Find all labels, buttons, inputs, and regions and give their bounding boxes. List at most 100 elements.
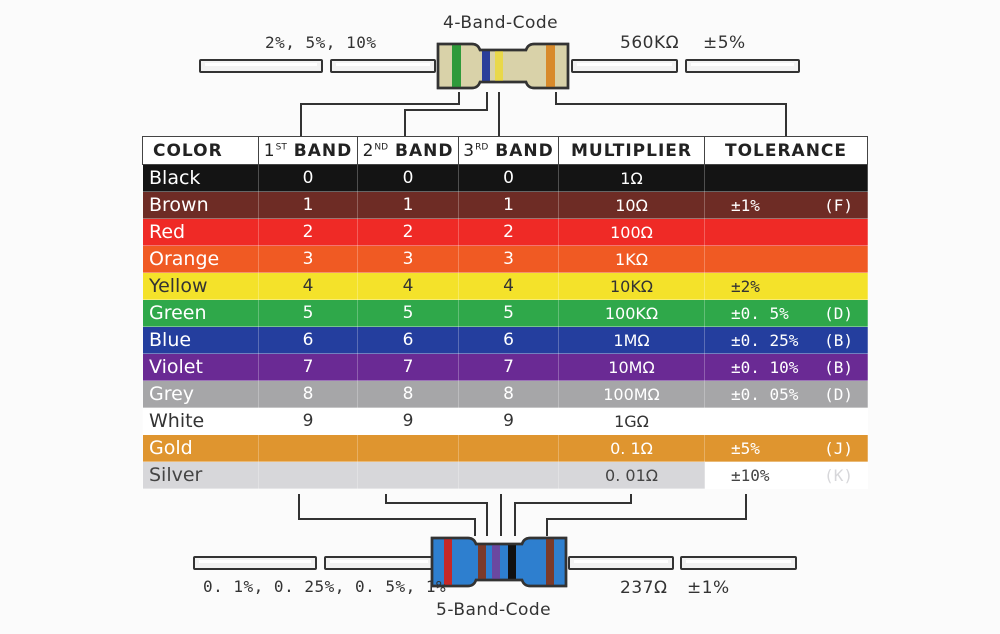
tolerance-letter-code: (K) <box>824 465 853 485</box>
band3-digit: 8 <box>458 380 559 408</box>
tolerance-value: ±1% (F) <box>704 191 868 219</box>
color-name: Grey <box>142 380 259 408</box>
four-band-example-tolerance: ±5% <box>703 33 746 53</box>
tolerance-percent: ±0. 5% <box>731 303 789 323</box>
five-band-lead-right-inner <box>568 556 674 570</box>
four-band-connector-2h <box>404 109 488 111</box>
four-band-connector-2 <box>486 92 488 110</box>
tolerance-value <box>704 218 868 246</box>
band3-digit: 4 <box>458 272 559 300</box>
five-band-connector-4v <box>630 494 632 504</box>
band1-digit: 4 <box>258 272 358 300</box>
table-row-green: Green 5 5 5 100KΩ ±0. 5% (D) <box>142 299 868 327</box>
five-band-title: 5-Band-Code <box>436 600 552 620</box>
band2-digit <box>357 434 459 462</box>
band2-digit: 7 <box>357 353 459 381</box>
color-name: Orange <box>142 245 259 273</box>
band3-digit: 7 <box>458 353 559 381</box>
multiplier-value: 1Ω <box>558 164 705 192</box>
band1-digit: 8 <box>258 380 358 408</box>
five-band-example-tolerance: ±1% <box>687 578 730 598</box>
band2-digit: 1 <box>357 191 459 219</box>
four-band-tolerance-range: 2%, 5%, 10% <box>265 33 377 52</box>
tolerance-percent: ±0. 25% <box>731 330 799 350</box>
multiplier-value: 0. 1Ω <box>558 434 705 462</box>
four-band-connector-2v <box>404 109 406 136</box>
table-header-row: COLOR 1ST BAND 2ND BAND 3RD BAND MULTIPL… <box>142 136 868 165</box>
header-band2: 2ND BAND <box>357 136 459 165</box>
multiplier-value: 100MΩ <box>558 380 705 408</box>
tolerance-value: ±0. 5% (D) <box>704 299 868 327</box>
five-band-connector-5v <box>745 494 747 520</box>
multiplier-value: 100KΩ <box>558 299 705 327</box>
header-band3: 3RD BAND <box>458 136 559 165</box>
band1-digit: 1 <box>258 191 358 219</box>
band2-digit: 8 <box>357 380 459 408</box>
four-band-connector-1h <box>300 103 460 105</box>
multiplier-value: 0. 01Ω <box>558 461 705 489</box>
tolerance-value: ±2% <box>704 272 868 300</box>
color-name: Yellow <box>142 272 259 300</box>
multiplier-value: 10MΩ <box>558 353 705 381</box>
band1-digit <box>258 434 358 462</box>
tolerance-percent: ±0. 10% <box>731 357 799 377</box>
table-row-violet: Violet 7 7 7 10MΩ ±0. 10% (B) <box>142 353 868 381</box>
four-band-title: 4-Band-Code <box>443 13 559 33</box>
table-row-gold: Gold 0. 1Ω ±5% (J) <box>142 434 868 462</box>
multiplier-value: 10Ω <box>558 191 705 219</box>
band1-digit: 9 <box>258 407 358 435</box>
multiplier-value: 1KΩ <box>558 245 705 273</box>
table-row-grey: Grey 8 8 8 100MΩ ±0. 05% (D) <box>142 380 868 408</box>
four-band-connector-4v <box>785 103 787 136</box>
table-row-black: Black 0 0 0 1Ω <box>142 164 868 192</box>
four-band-connector-4h <box>555 103 787 105</box>
table-row-orange: Orange 3 3 3 1KΩ <box>142 245 868 273</box>
four-band-lead-left-inner <box>330 59 436 73</box>
band2-digit: 3 <box>357 245 459 273</box>
five-band-connector-1 <box>474 518 476 536</box>
five-band-resistor-icon <box>430 536 568 588</box>
tolerance-percent: ±5% <box>731 438 760 458</box>
tolerance-letter-code: (D) <box>824 384 853 404</box>
band2-digit: 5 <box>357 299 459 327</box>
band1-digit: 3 <box>258 245 358 273</box>
five-band-connector-2 <box>486 502 488 536</box>
four-band-lead-right-inner <box>571 59 678 73</box>
four-band-connector-3 <box>498 92 500 136</box>
five-band-connector-2v <box>385 494 387 504</box>
band3-digit: 9 <box>458 407 559 435</box>
five-band-lead-left-outer <box>193 556 317 570</box>
tolerance-value <box>704 245 868 273</box>
band2-digit: 4 <box>357 272 459 300</box>
band1-digit: 2 <box>258 218 358 246</box>
band3-digit <box>458 461 559 489</box>
color-name: Gold <box>142 434 259 462</box>
tolerance-value <box>704 407 868 435</box>
table-row-brown: Brown 1 1 1 10Ω ±1% (F) <box>142 191 868 219</box>
band1-digit: 0 <box>258 164 358 192</box>
table-row-red: Red 2 2 2 100Ω <box>142 218 868 246</box>
five-band-connector-3 <box>500 494 502 536</box>
tolerance-value: ±10% (K) <box>704 461 868 489</box>
band3-digit: 6 <box>458 326 559 354</box>
band2-digit <box>357 461 459 489</box>
tolerance-letter-code: (B) <box>824 330 853 350</box>
four-band-connector-1v <box>300 103 302 136</box>
four-band-lead-right-outer <box>685 59 800 73</box>
band3-digit <box>458 434 559 462</box>
color-code-table: COLOR 1ST BAND 2ND BAND 3RD BAND MULTIPL… <box>142 136 868 489</box>
five-band-connector-1h <box>298 518 476 520</box>
tolerance-percent: ±10% <box>731 465 770 485</box>
header-tolerance: TOLERANCE <box>704 136 868 165</box>
five-band-tolerance-range: 0. 1%, 0. 25%, 0. 5%, 1% <box>203 577 447 596</box>
band2-digit: 2 <box>357 218 459 246</box>
band2-digit: 6 <box>357 326 459 354</box>
five-band-connector-5 <box>546 518 548 536</box>
five-band-example-value: 237Ω <box>620 578 668 598</box>
band3-digit: 0 <box>458 164 559 192</box>
table-row-white: White 9 9 9 1GΩ <box>142 407 868 435</box>
band2-digit: 0 <box>357 164 459 192</box>
band1-digit: 6 <box>258 326 358 354</box>
tolerance-value: ±0. 10% (B) <box>704 353 868 381</box>
